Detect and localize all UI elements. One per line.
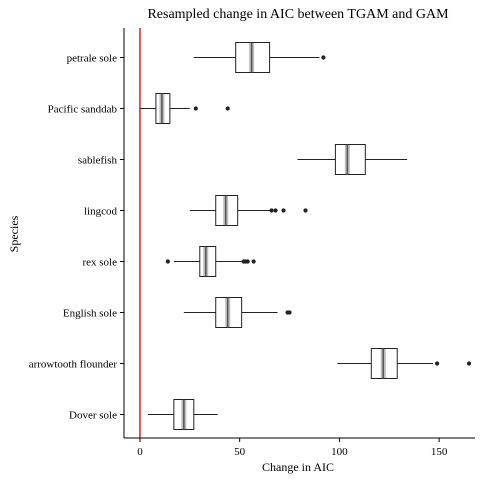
outlier-point bbox=[269, 208, 274, 213]
outlier-point bbox=[165, 259, 170, 264]
outlier-point bbox=[287, 310, 292, 315]
box-iqr bbox=[334, 144, 366, 175]
outlier-point bbox=[245, 259, 250, 264]
outlier-point bbox=[281, 208, 286, 213]
outlier-point bbox=[225, 106, 230, 111]
x-tick-label: 100 bbox=[331, 446, 348, 458]
chart-title: Resampled change in AIC between TGAM and… bbox=[147, 7, 449, 22]
category-label: petrale sole bbox=[67, 53, 118, 65]
x-tick-label: 0 bbox=[137, 446, 143, 458]
outlier-point bbox=[303, 208, 308, 213]
x-tick-label: 50 bbox=[234, 446, 246, 458]
x-axis-label: Change in AIC bbox=[262, 460, 334, 474]
x-tick-label: 150 bbox=[431, 446, 448, 458]
category-label: Pacific sanddab bbox=[48, 104, 118, 116]
outlier-point bbox=[321, 55, 326, 60]
outlier-point bbox=[251, 259, 256, 264]
category-label: lingcod bbox=[84, 206, 117, 218]
y-axis-label: Species bbox=[7, 215, 21, 252]
plot-area: 0 50 100 150 petrale sole Pacific sanddab sabl… bbox=[29, 28, 475, 458]
category-label: Dover sole bbox=[69, 410, 117, 422]
outlier-point bbox=[466, 361, 472, 366]
outlier-point bbox=[273, 208, 278, 213]
outlier-point bbox=[193, 106, 198, 111]
category-label: sablefish bbox=[78, 155, 118, 167]
category-label: English sole bbox=[63, 308, 117, 320]
category-label: rex sole bbox=[82, 257, 117, 269]
outlier-point bbox=[435, 361, 440, 366]
category-label: arrowtooth flounder bbox=[29, 359, 118, 371]
